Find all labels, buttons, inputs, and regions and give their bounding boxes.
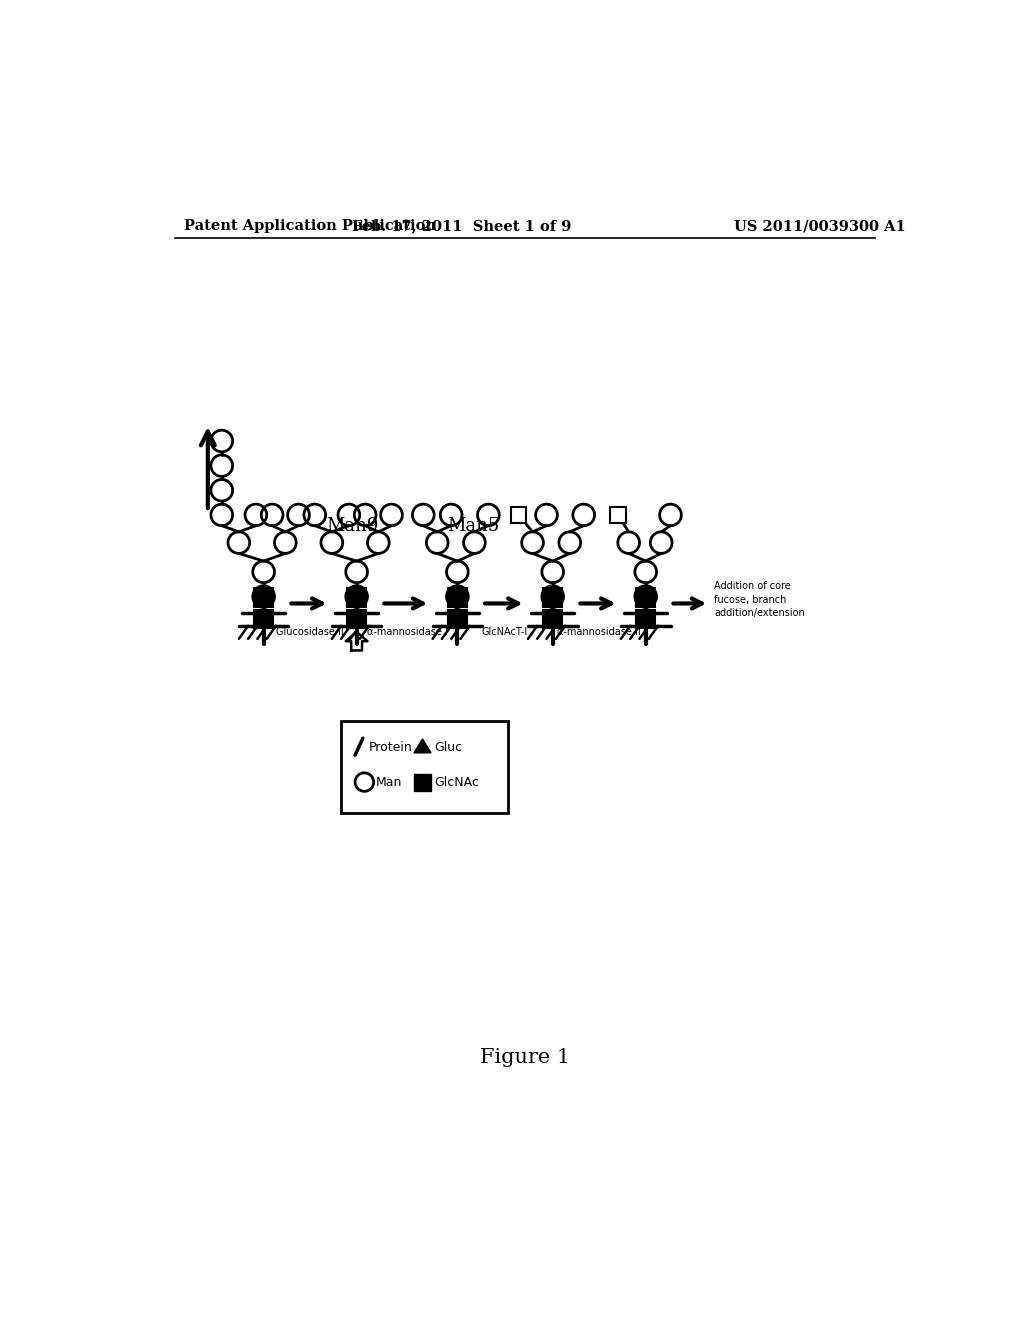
Text: α-mannosidase I: α-mannosidase I <box>367 627 447 636</box>
Text: Patent Application Publication: Patent Application Publication <box>183 219 436 234</box>
Bar <box>610 507 626 523</box>
Bar <box>347 589 366 607</box>
Text: Figure 1: Figure 1 <box>479 1048 570 1068</box>
Text: US 2011/0039300 A1: US 2011/0039300 A1 <box>734 219 906 234</box>
Bar <box>449 610 467 628</box>
Polygon shape <box>414 739 431 752</box>
Bar <box>254 610 273 628</box>
Text: Protein: Protein <box>369 741 413 754</box>
Text: Gluc: Gluc <box>434 741 462 754</box>
Bar <box>414 774 431 791</box>
Text: α-mannosidase II: α-mannosidase II <box>557 627 641 636</box>
Bar <box>347 610 366 628</box>
Text: GlcNAcT-I: GlcNAcT-I <box>482 627 528 636</box>
Text: Man9: Man9 <box>327 517 379 536</box>
Bar <box>254 589 273 607</box>
Bar <box>544 610 562 628</box>
Text: GlcNAc: GlcNAc <box>434 776 479 788</box>
Text: Addition of core
fucose, branch
addition/extension: Addition of core fucose, branch addition… <box>714 581 805 618</box>
Text: Glucosidase II: Glucosidase II <box>276 627 344 636</box>
Bar <box>341 721 508 813</box>
Bar <box>449 589 467 607</box>
Bar <box>636 589 655 607</box>
Bar <box>511 507 526 523</box>
Text: Feb. 17, 2011  Sheet 1 of 9: Feb. 17, 2011 Sheet 1 of 9 <box>351 219 571 234</box>
Bar <box>636 610 655 628</box>
Bar <box>544 589 562 607</box>
Text: Man: Man <box>376 776 402 788</box>
Text: Man5: Man5 <box>446 517 499 536</box>
